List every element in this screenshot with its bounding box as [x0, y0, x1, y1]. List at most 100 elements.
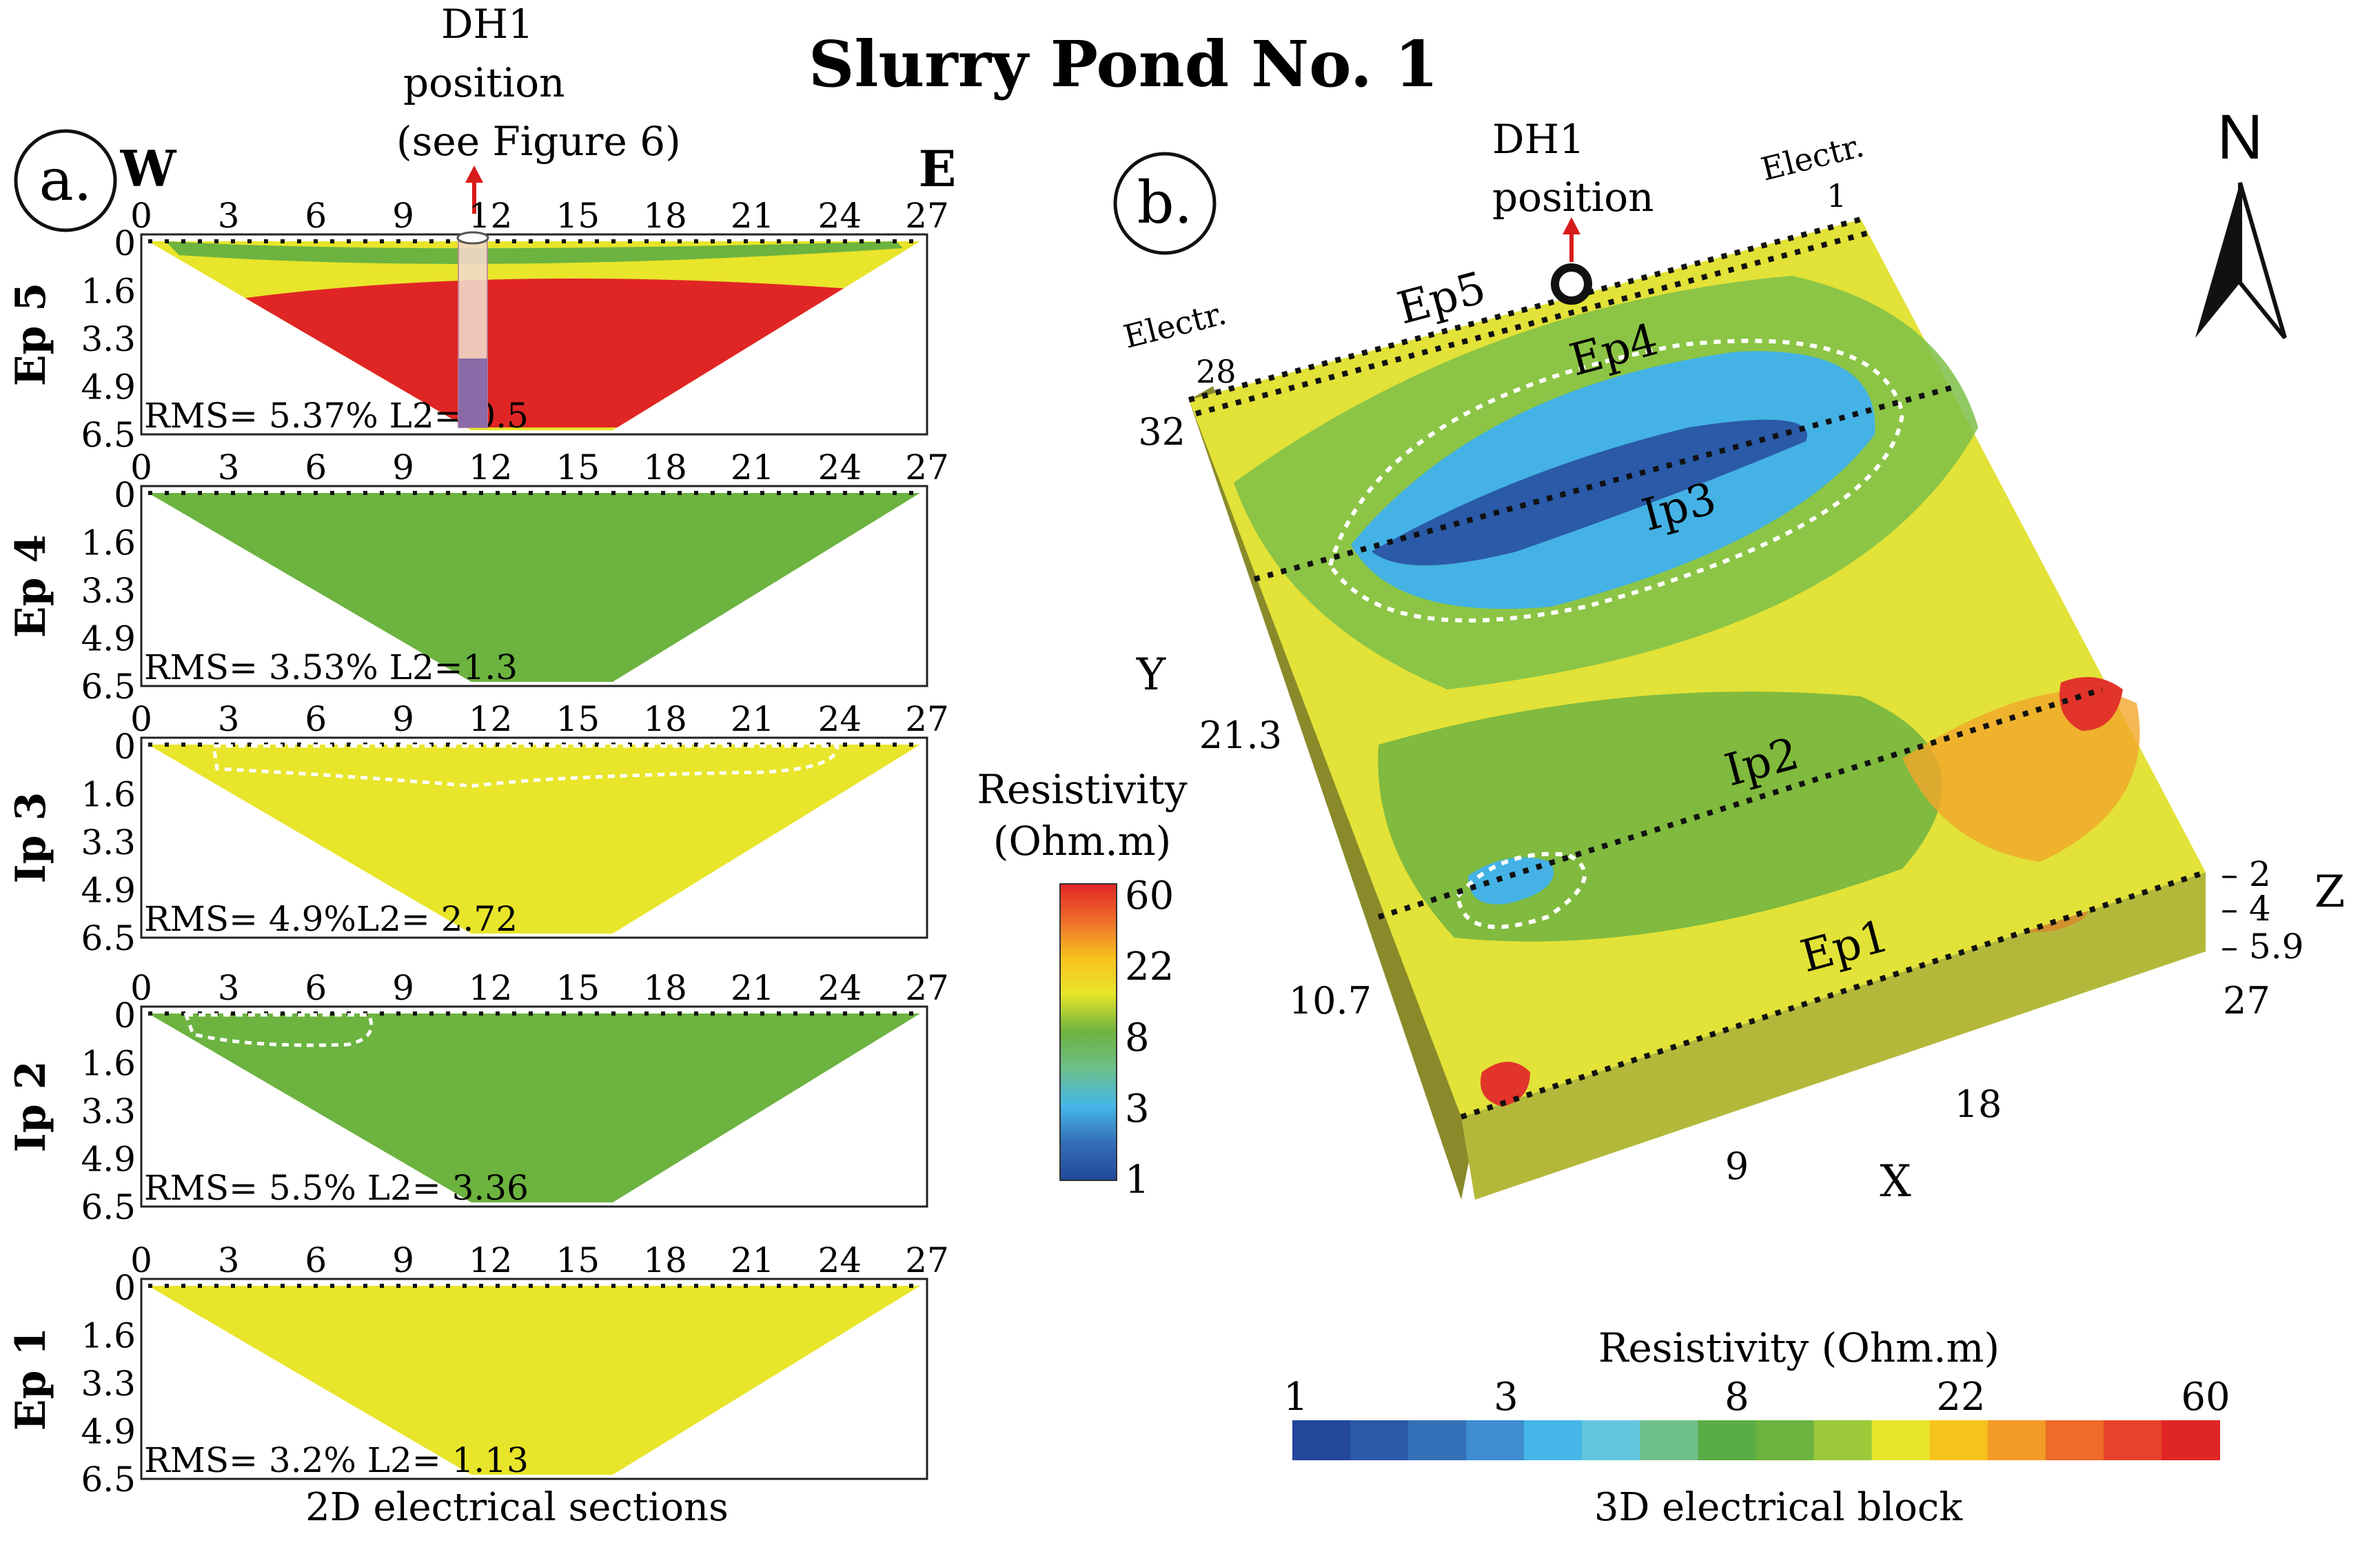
dh1-label-line3: (see Figure 6) [396, 118, 681, 165]
x-tick-label: 15 [556, 447, 600, 487]
x-tick-label: 24 [818, 699, 862, 739]
x-tick-label: 0 [130, 447, 152, 487]
x-tick-label: 0 [130, 968, 152, 1008]
depth-tick-label: 4.9 [81, 1412, 136, 1452]
x-tick-label: 24 [818, 196, 862, 236]
x-tick-label: 9 [392, 699, 414, 739]
horizontal-legend-title: Resistivity (Ohm.m) [1598, 1324, 2000, 1371]
colorbar-segment [1813, 1420, 1873, 1460]
z-axis-label: Z [2315, 867, 2345, 918]
panel-a-label-circle [14, 129, 117, 232]
section-body [148, 745, 920, 934]
section-body [148, 1286, 920, 1475]
x-tick-label: 0 [130, 699, 152, 739]
dh1-marker [1551, 263, 1592, 305]
section-2: 0 3 6 9 12 15 18 21 24 27 0 1.6 3.3 4.9 6.5 Ip 3 RMS= 4.… [7, 699, 949, 958]
x-tick-label: 12 [469, 196, 513, 236]
y-tick-10: 10.7 [1289, 979, 1372, 1022]
section-name: Ip 3 [7, 792, 55, 884]
west-label: W [120, 139, 177, 198]
x-tick-label: 27 [905, 196, 949, 236]
electr-1-number: 1 [1827, 177, 1847, 214]
horizontal-legend-tick: 60 [2181, 1375, 2230, 1420]
x-tick-label: 15 [556, 196, 600, 236]
depth-tick-label: 1.6 [81, 775, 136, 815]
depth-tick-label: 6.5 [81, 667, 136, 707]
depth-tick-label: 3.3 [81, 823, 136, 863]
depth-tick-label: 1.6 [81, 1044, 136, 1084]
depth-tick-label: 0 [114, 1268, 136, 1308]
top-face-red-spot-2 [1481, 1062, 1530, 1107]
x-tick-label: 6 [305, 447, 327, 487]
x-tick-label: 24 [818, 1240, 862, 1280]
z-tick-2: – 2 [2221, 854, 2271, 894]
depth-tick-label: 6.5 [81, 415, 136, 455]
dh1-b-line2: position [1492, 174, 1654, 221]
ep1-electrode-line [1460, 869, 2207, 1120]
section-name: Ep 1 [7, 1327, 55, 1431]
vertical-legend-tick: 22 [1125, 945, 1174, 989]
vertical-legend-title-2: (Ohm.m) [993, 818, 1172, 865]
colorbar-segment [1987, 1420, 2046, 1460]
dh1-label-line2: position [403, 59, 565, 106]
ip3-outline [1328, 339, 1905, 623]
section-body [148, 493, 920, 682]
x-tick-label: 12 [469, 1240, 513, 1280]
x-tick-label: 9 [392, 1240, 414, 1280]
ip3-electrode-line [1253, 383, 1959, 582]
section-body [148, 1013, 920, 1202]
block-front-face [1461, 872, 2206, 1200]
x-tick-27: 27 [2223, 979, 2270, 1022]
section-4: 0 3 6 9 12 15 18 21 24 27 0 1.6 3.3 4.9 6.5 Ep 1 RMS= 3.… [7, 1240, 949, 1500]
depth-tick-label: 6.5 [81, 1187, 136, 1227]
x-tick-label: 18 [643, 968, 687, 1008]
x-tick-label: 9 [392, 447, 414, 487]
depth-tick-label: 1.6 [81, 272, 136, 312]
x-tick-label: 3 [218, 1240, 240, 1280]
section-stats: RMS= 4.9%L2= 2.72 [144, 899, 518, 939]
x-tick-label: 18 [643, 699, 687, 739]
y-axis-label: Y [1136, 649, 1166, 700]
figure-title: Slurry Pond No. 1 [808, 27, 1438, 101]
borehole-top [456, 231, 489, 245]
x-tick-label: 21 [731, 1240, 775, 1280]
x-tick-label: 3 [218, 968, 240, 1008]
x-tick-label: 27 [905, 447, 949, 487]
colorbar-segment [2161, 1420, 2220, 1460]
top-face-red-spot [2059, 677, 2123, 731]
section-stats: RMS= 3.2% L2= 1.13 [144, 1440, 529, 1480]
horizontal-legend-tick: 8 [1725, 1375, 1749, 1420]
dh1-arrowhead-b [1563, 217, 1580, 234]
colorbar-segment [1871, 1420, 1931, 1460]
x-tick-label: 15 [556, 1240, 600, 1280]
vertical-legend-title-1: Resistivity [977, 766, 1188, 813]
vertical-legend-tick: 8 [1125, 1016, 1150, 1060]
panel-b: b. DH1 position Electr. 1 Ele [1113, 102, 2345, 1207]
ep5-electrode-line [1188, 216, 1862, 403]
vertical-legend: Resistivity (Ohm.m) 60 22 8 3 1 [977, 766, 1188, 1202]
section-name: Ep 4 [7, 534, 55, 638]
colorbar-segment [1350, 1420, 1410, 1460]
depth-tick-label: 0 [114, 996, 136, 1036]
colorbar-segment [1756, 1420, 1815, 1460]
x-tick-label: 12 [469, 699, 513, 739]
x-tick-label: 18 [643, 447, 687, 487]
section-name: Ep 5 [7, 283, 55, 386]
depth-tick-label: 1.6 [81, 1316, 136, 1356]
depth-tick-label: 0 [114, 475, 136, 515]
electr-1-label: Electr. [1758, 127, 1868, 188]
depth-tick-label: 4.9 [81, 367, 136, 407]
depth-tick-label: 0 [114, 727, 136, 767]
north-arrow-icon-right [2238, 182, 2287, 339]
section-stats: RMS= 5.5% L2= 3.36 [144, 1168, 529, 1208]
colorbar-segment [1582, 1420, 1641, 1460]
north-label: N [2217, 102, 2263, 172]
x-tick-label: 6 [305, 699, 327, 739]
x-tick-label: 12 [469, 447, 513, 487]
horizontal-legend-caption: 3D electrical block [1594, 1485, 1963, 1530]
colorbar-segment [2103, 1420, 2162, 1460]
colorbar-segment [1292, 1420, 1352, 1460]
z-tick-5-9: – 5.9 [2221, 927, 2303, 967]
depth-tick-label: 3.3 [81, 319, 136, 359]
depth-tick-label: 6.5 [81, 1460, 136, 1500]
